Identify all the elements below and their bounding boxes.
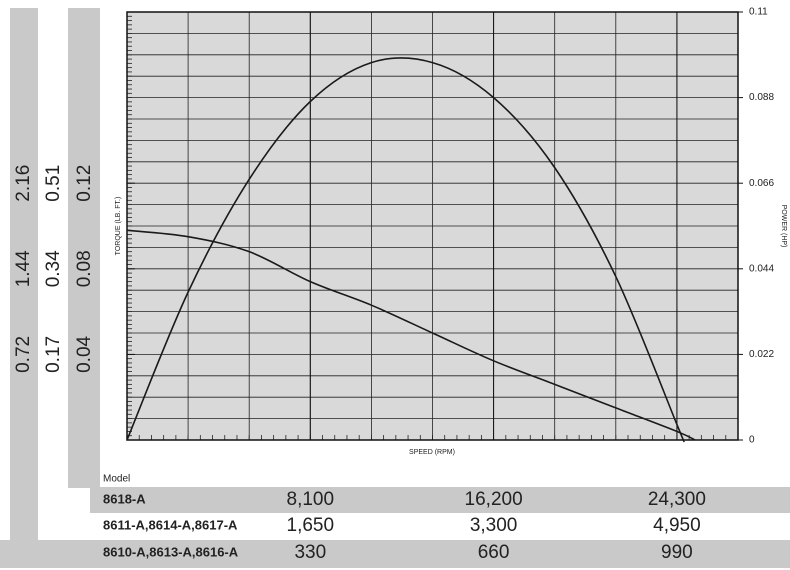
y2-tick-label: 0.022 — [749, 349, 774, 360]
x-tick-label: 1,650 — [287, 515, 335, 536]
plot-frame — [126, 11, 739, 441]
x-tick-label: 8,100 — [287, 489, 335, 510]
y-tick-label: 0.12 — [74, 165, 95, 202]
x-tick-label: 4,950 — [653, 515, 701, 536]
y-tick-label: 0.04 — [74, 335, 95, 372]
y-tick-label: 0.34 — [43, 250, 64, 287]
y2-tick-label: 0.088 — [749, 92, 774, 103]
y-tick-label: 0.51 — [43, 165, 64, 202]
y-tick-label: 0.08 — [74, 250, 95, 287]
y2-tick-label: 0.066 — [749, 178, 774, 189]
y-axis-label: TORQUE (LB. FT.) — [115, 197, 122, 256]
curve — [126, 57, 685, 443]
band — [10, 8, 38, 540]
model-name: 8610-A,8613-A,8616-A — [103, 544, 239, 559]
x-tick-label: 330 — [294, 542, 326, 563]
x-tick-label: 16,200 — [465, 489, 523, 510]
y2-tick-label: 0 — [749, 435, 755, 446]
model-name: 8611-A,8614-A,8617-A — [103, 517, 238, 532]
y-tick-label: 0.72 — [13, 336, 34, 373]
y2-tick-label: 0.11 — [749, 7, 768, 18]
curve — [126, 229, 696, 441]
x-tick-label: 990 — [661, 542, 693, 563]
model-label: Model — [103, 474, 130, 485]
band — [90, 487, 790, 513]
x-axis-label: SPEED (RPM) — [409, 449, 455, 456]
band — [0, 540, 790, 568]
y-tick-label: 1.44 — [13, 250, 34, 287]
y-tick-label: 0.17 — [43, 336, 64, 373]
y-tick-label: 2.16 — [13, 165, 34, 202]
y2-tick-label: 0.044 — [749, 263, 774, 274]
x-tick-label: 24,300 — [648, 489, 706, 510]
y2-axis-label: POWER (HP) — [780, 205, 787, 248]
band — [68, 8, 100, 488]
x-tick-label: 3,300 — [470, 515, 518, 536]
x-tick-label: 660 — [478, 542, 510, 563]
model-name: 8618-A — [103, 491, 146, 506]
